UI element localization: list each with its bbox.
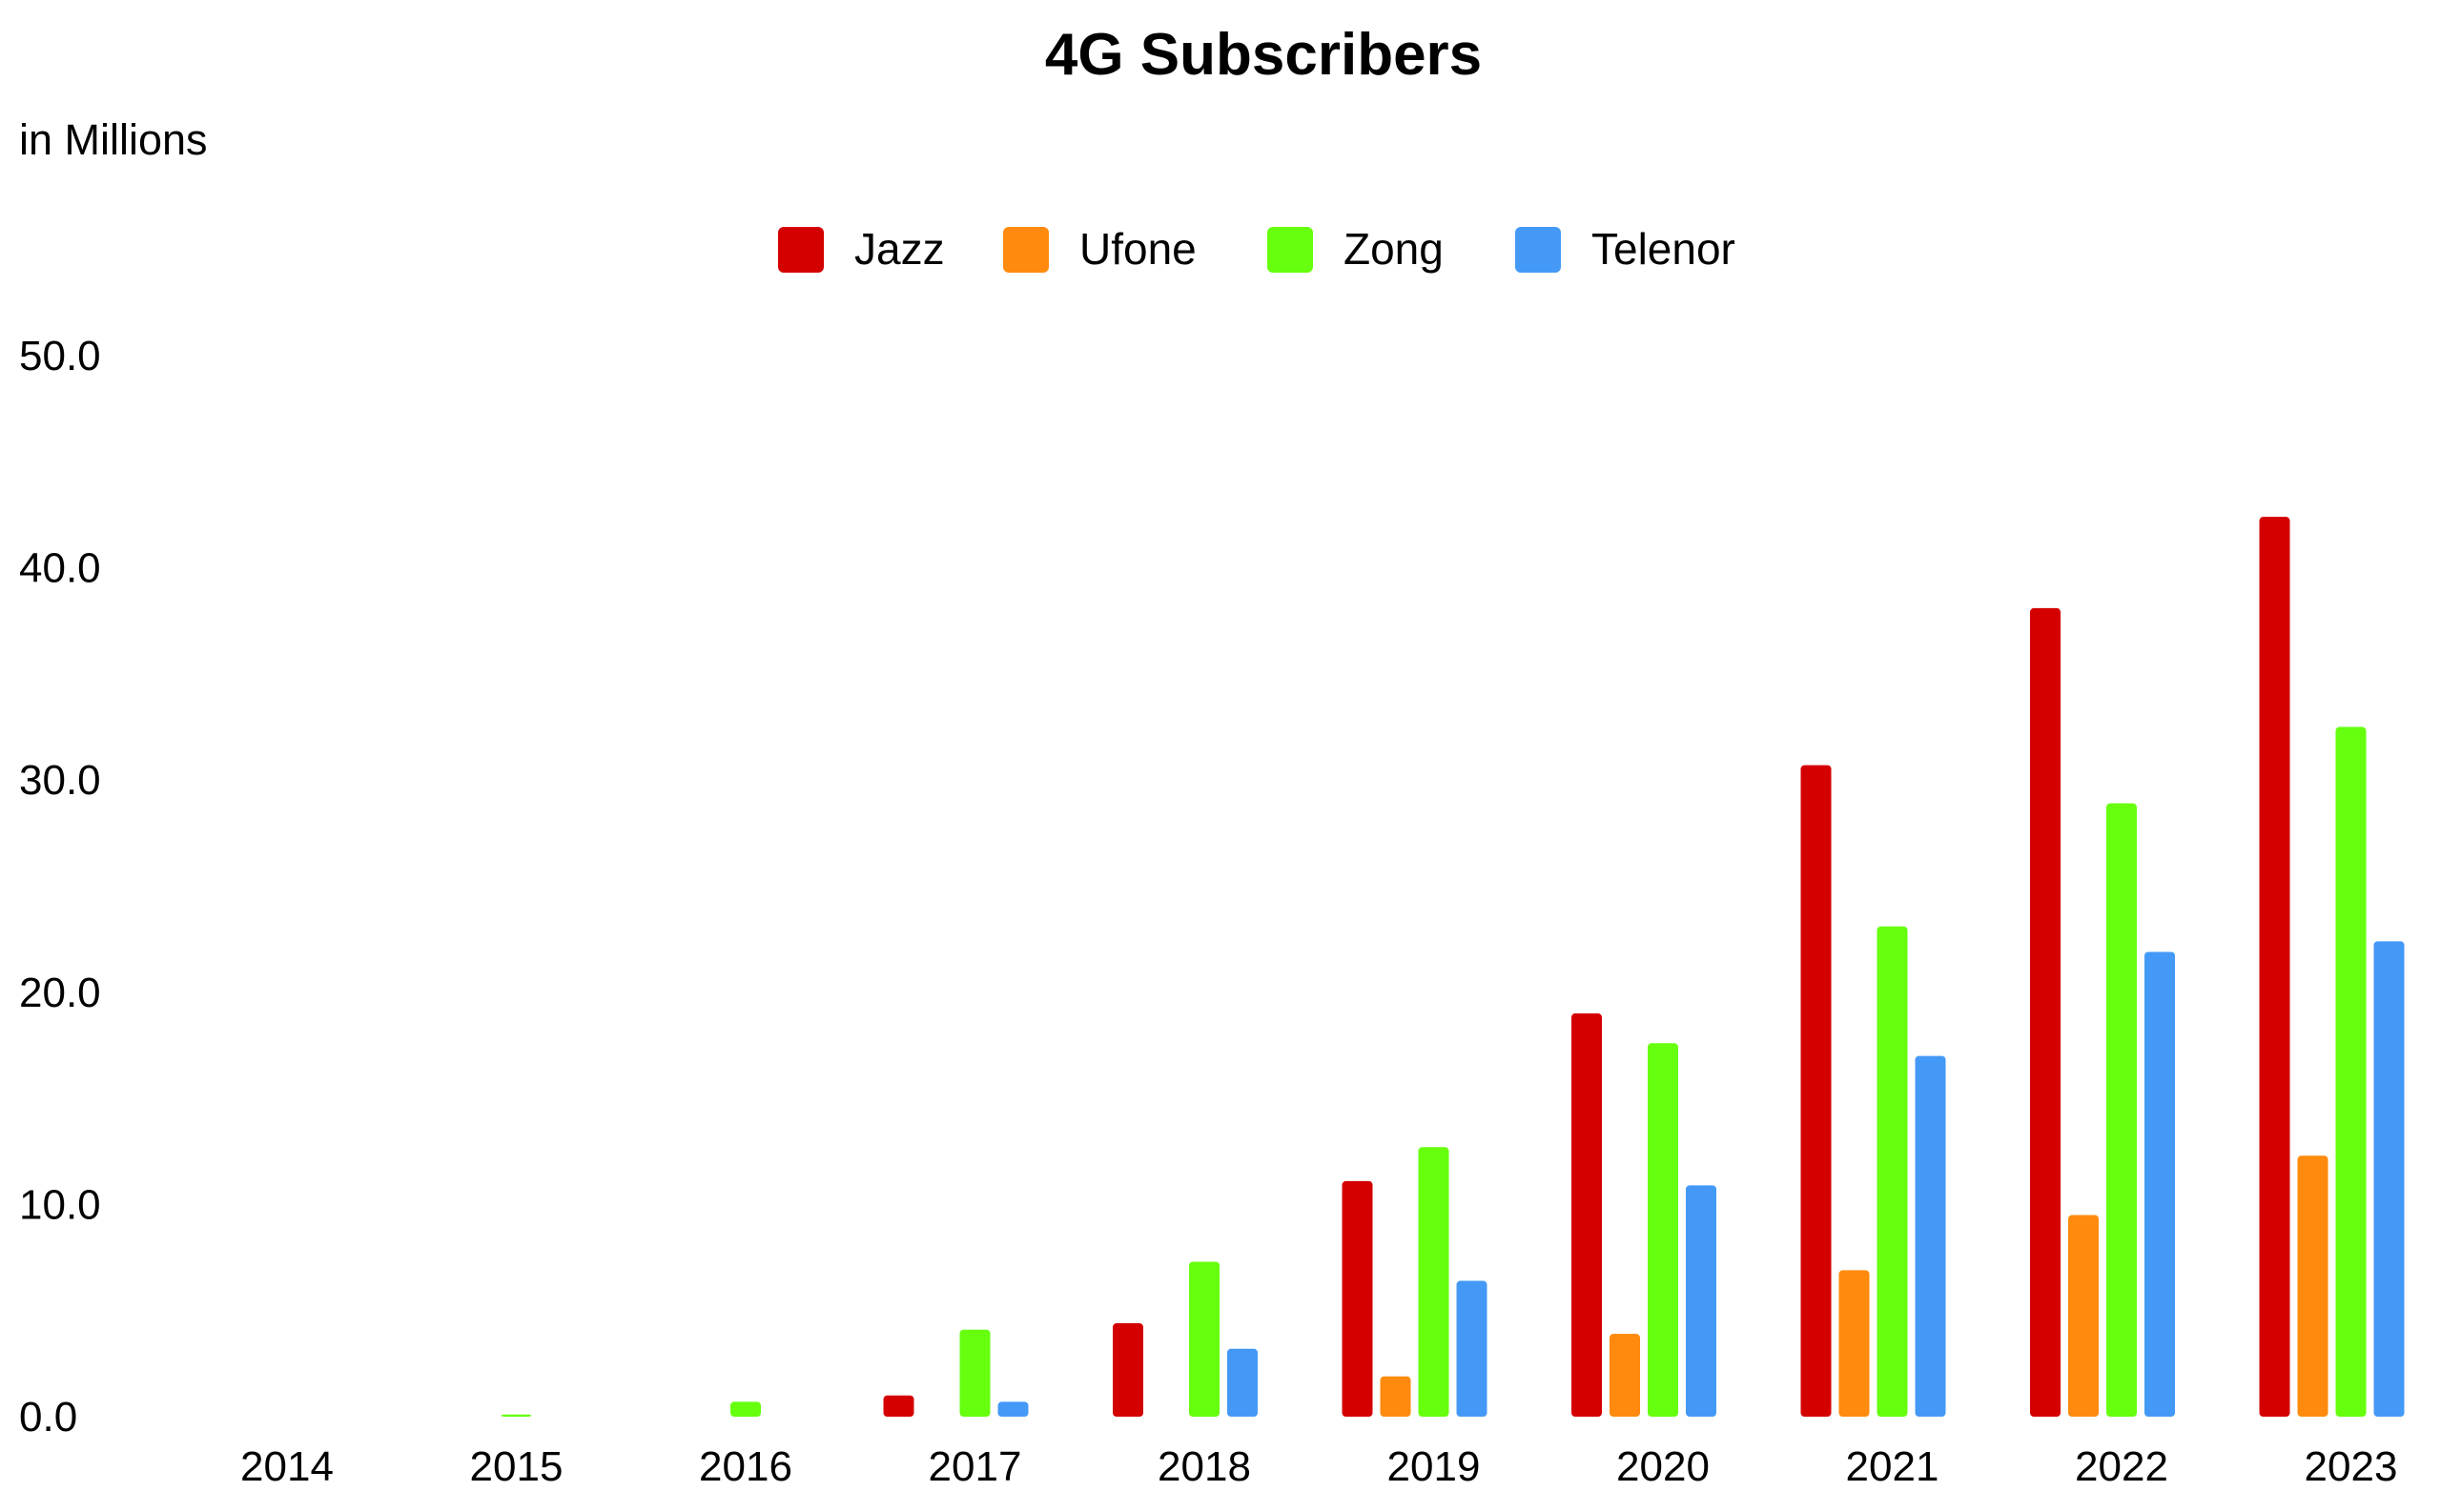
y-tick-label: 20.0: [19, 970, 101, 1016]
legend-item-zong: Zong: [1267, 224, 1444, 274]
bar-telenor-2023: [2373, 941, 2405, 1417]
x-tick-label: 2022: [2075, 1443, 2168, 1490]
x-tick-label: 2023: [2305, 1443, 2398, 1490]
legend-item-ufone: Ufone: [1003, 224, 1197, 274]
x-tick-label: 2016: [699, 1443, 792, 1490]
bar-telenor-2017: [997, 1401, 1029, 1417]
bar-ufone-2022: [2068, 1215, 2099, 1417]
bar-zong-2023: [2335, 726, 2367, 1417]
legend-label: Ufone: [1079, 224, 1197, 274]
bar-zong-2018: [1189, 1261, 1220, 1417]
bar-telenor-2018: [1227, 1348, 1258, 1417]
bar-jazz-2022: [2030, 607, 2061, 1417]
bar-jazz-2023: [2259, 517, 2290, 1417]
legend: Jazz Ufone Zong Telenor: [778, 224, 1735, 274]
bar-zong-2015: [501, 1414, 532, 1417]
bar-zong-2019: [1418, 1147, 1449, 1417]
bar-zong-2022: [2106, 803, 2137, 1417]
legend-label: Telenor: [1591, 224, 1735, 274]
bar-ufone-2020: [1610, 1334, 1640, 1417]
bar-zong-2016: [730, 1401, 761, 1417]
x-tick-label: 2015: [470, 1443, 564, 1490]
bar-jazz-2020: [1571, 1013, 1602, 1417]
bar-zong-2021: [1877, 926, 1908, 1417]
bar-jazz-2018: [1113, 1323, 1143, 1417]
x-tick-label: 2020: [1616, 1443, 1710, 1490]
legend-swatch: [1267, 227, 1313, 273]
legend-label: Zong: [1344, 224, 1444, 274]
y-tick-label: 40.0: [19, 545, 101, 592]
bar-jazz-2019: [1342, 1180, 1373, 1417]
legend-swatch: [1003, 227, 1049, 273]
x-tick-label: 2019: [1387, 1443, 1481, 1490]
bar-telenor-2022: [2144, 951, 2175, 1417]
bar-ufone-2021: [1838, 1270, 1870, 1417]
bar-jazz-2017: [883, 1395, 914, 1417]
x-tick-label: 2018: [1158, 1443, 1251, 1490]
bar-telenor-2020: [1686, 1185, 1716, 1417]
chart-title: 4G Subscribers: [1045, 22, 1482, 88]
bar-zong-2020: [1648, 1043, 1678, 1417]
bar-zong-2017: [959, 1329, 991, 1417]
bar-ufone-2023: [2297, 1155, 2328, 1417]
legend-label: Jazz: [854, 224, 945, 274]
x-axis-ticks: 2014 2015 2016 2017 2018 2019 2020 2021 2022 2023: [240, 1443, 2397, 1490]
legend-item-jazz: Jazz: [778, 224, 945, 274]
y-axis-ticks: 0.0 10.0 20.0 30.0 40.0 50.0: [19, 333, 101, 1440]
bar-ufone-2019: [1380, 1376, 1411, 1417]
y-tick-label: 0.0: [19, 1394, 77, 1440]
y-tick-label: 50.0: [19, 333, 101, 379]
x-tick-label: 2014: [240, 1443, 334, 1490]
bar-telenor-2021: [1915, 1055, 1946, 1417]
legend-swatch: [1515, 227, 1561, 273]
legend-item-telenor: Telenor: [1515, 224, 1735, 274]
legend-swatch: [778, 227, 824, 273]
y-tick-label: 30.0: [19, 757, 101, 804]
y-axis-unit-label: in Millions: [19, 115, 208, 164]
bar-telenor-2019: [1456, 1280, 1487, 1417]
x-tick-label: 2021: [1846, 1443, 1939, 1490]
bar-jazz-2021: [1800, 765, 1832, 1417]
y-tick-label: 10.0: [19, 1181, 101, 1228]
bars: [501, 517, 2405, 1417]
x-tick-label: 2017: [929, 1443, 1022, 1490]
